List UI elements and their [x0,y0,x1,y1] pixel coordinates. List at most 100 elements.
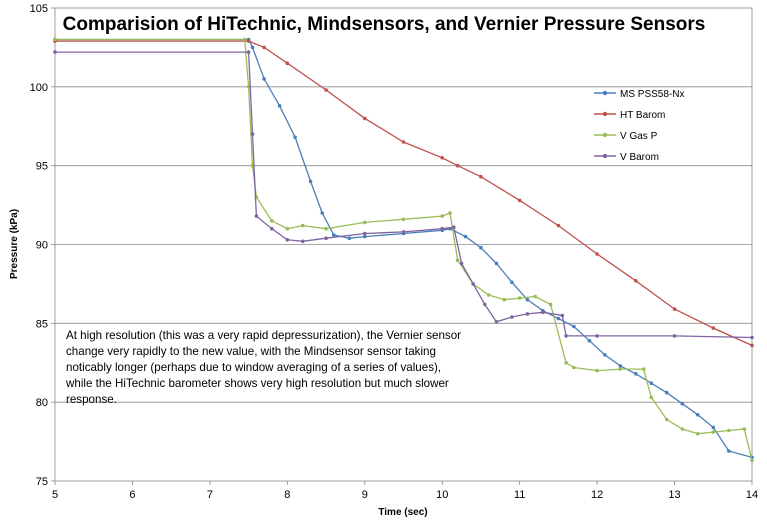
data-point [363,116,367,121]
data-point [285,238,290,242]
data-point [672,334,677,338]
series-3 [53,50,754,340]
data-point [324,226,328,231]
chart-title: Comparision of HiTechnic, Mindsensors, a… [63,14,706,35]
legend-label: HT Barom [620,110,665,121]
data-point [510,315,514,319]
x-tick-label: 6 [129,489,135,501]
data-point [560,313,565,318]
data-point [250,132,255,136]
data-point [440,226,445,231]
legend-label: V Gas P [620,131,658,142]
data-point [618,364,623,368]
data-point [696,413,700,417]
data-point [277,104,282,108]
data-point [459,261,464,266]
data-point [53,50,57,54]
data-point [301,239,305,244]
legend-swatch-marker [602,90,608,96]
data-point [53,37,57,42]
data-point [448,211,452,215]
data-point [750,458,754,463]
data-point [347,236,352,240]
x-tick-label: 8 [284,489,290,501]
data-point [401,217,406,222]
data-point [572,365,576,370]
annotation-text: At high resolution (this was a very rapi… [66,329,462,406]
data-point [455,258,460,263]
x-tick-label: 14 [746,489,758,501]
data-point [548,302,553,307]
data-point [324,88,328,92]
data-point [401,140,406,144]
data-point [440,214,445,218]
data-point [270,219,274,223]
data-point [479,174,483,179]
legend-swatch-marker [602,153,608,159]
legend: MS PSS58-Nx HT Barom V Gas P V Barom [594,89,684,163]
data-point [665,390,669,395]
data-point [246,39,251,43]
data-point [486,293,491,297]
data-point [680,401,685,406]
data-point [324,236,328,240]
data-point [696,431,700,436]
data-point [672,307,677,311]
x-tick-label: 9 [362,489,368,501]
data-point [332,233,336,237]
y-tick-label: 80 [36,397,48,409]
y-tick-label: 105 [30,3,48,15]
data-point [587,338,592,343]
data-point [595,252,599,256]
data-point [517,198,522,203]
data-point [727,449,731,453]
legend-label: MS PSS58-Nx [620,89,684,100]
x-tick-label: 10 [436,489,448,501]
data-point [320,211,325,215]
legend-label: V Barom [620,152,659,163]
data-point [483,302,487,307]
x-tick-label: 7 [207,489,213,501]
data-point [634,372,638,376]
data-point [525,312,530,316]
data-point [479,245,483,250]
data-point [270,226,274,231]
data-point [742,427,747,431]
data-point [711,430,716,434]
legend-swatch-marker [602,111,608,117]
data-point [618,367,623,371]
series-1 [53,39,754,348]
y-axis-title: Pressure (kPa) [9,209,20,279]
data-point [285,226,290,231]
series-line [55,51,753,339]
data-point [510,280,514,285]
data-point [502,297,507,302]
y-tick-label: 85 [36,318,48,330]
data-point [452,225,456,229]
data-point [246,50,251,54]
data-point [680,427,685,431]
data-point [556,223,561,228]
data-point [533,294,537,299]
y-tick-label: 75 [36,476,48,488]
series-layer [53,37,754,463]
data-point [471,282,476,286]
data-point [556,316,561,321]
data-point [363,220,367,225]
data-point [254,214,259,218]
data-point [262,77,266,81]
data-point [363,234,367,239]
data-point [440,156,445,160]
data-point [649,381,654,386]
x-axis-title: Time (sec) [378,507,427,518]
data-point [634,279,638,283]
data-point [494,261,499,266]
data-point [727,428,731,433]
data-point [242,37,247,42]
data-point [649,395,654,400]
data-point [595,368,599,373]
data-point [494,320,499,324]
data-point [595,334,599,338]
